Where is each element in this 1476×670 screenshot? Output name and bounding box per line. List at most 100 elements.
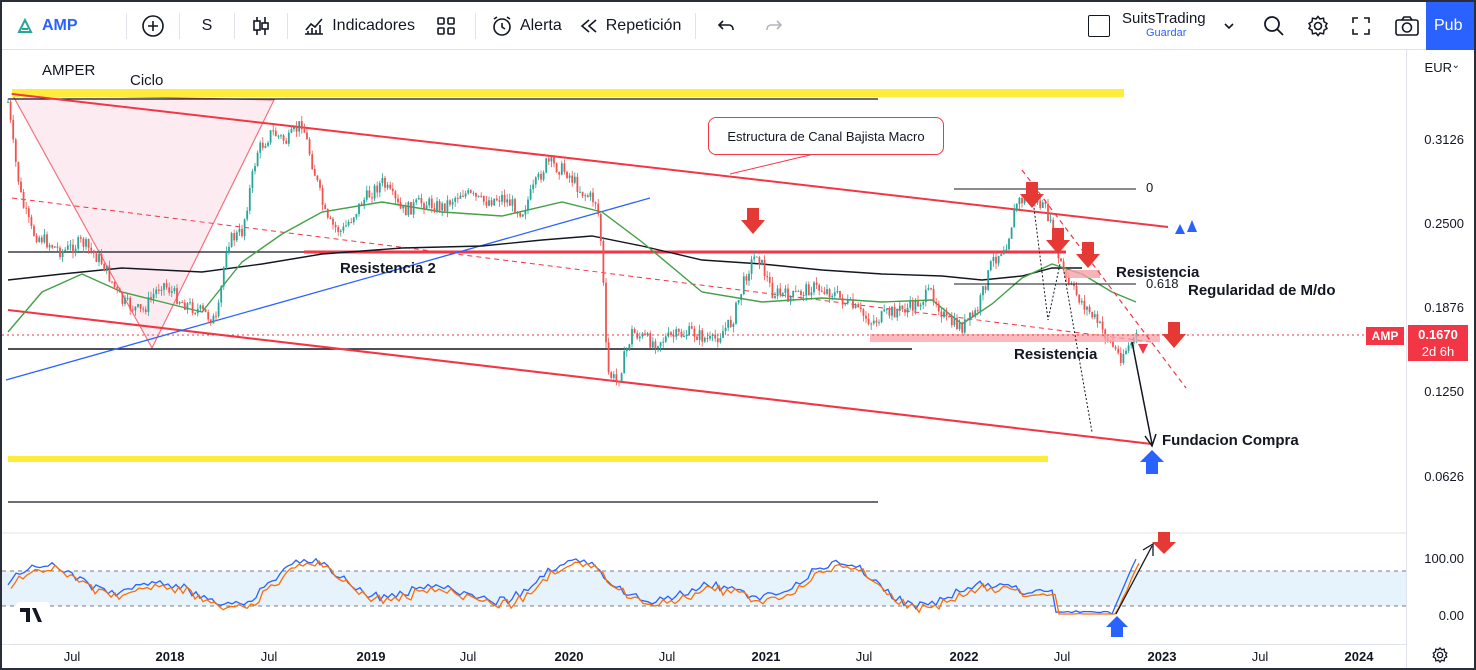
candle-body [742, 276, 745, 295]
currency-selector[interactable]: EUR [1425, 60, 1452, 75]
chevron-down-icon [1224, 22, 1234, 29]
add-circle-icon [141, 14, 164, 37]
candle-body [599, 214, 602, 241]
candle-body [906, 307, 909, 313]
time-axis[interactable]: Jul 2018 Jul 2019 Jul 2020 Jul 2021 Jul … [2, 644, 1406, 668]
stoch-arrow-head [1142, 542, 1154, 556]
candle-body [111, 281, 113, 283]
candle-body [1067, 276, 1070, 284]
candle-body [1018, 197, 1021, 204]
candle-body [264, 145, 267, 148]
candle-body [72, 244, 74, 254]
last-price-tag: 0.1670 2d 6h [1408, 325, 1468, 361]
candle-body [1125, 350, 1127, 354]
candle-body [477, 195, 480, 197]
candle-body [885, 309, 888, 311]
candle-body [246, 210, 249, 220]
time-tick: 2020 [554, 649, 584, 664]
candle-body [168, 287, 171, 293]
candle-body [826, 289, 828, 294]
candle-body [1013, 209, 1016, 228]
candle-body [472, 192, 475, 194]
compare-button[interactable] [133, 2, 173, 50]
candle-body [547, 158, 550, 162]
chart-type-button[interactable] [241, 2, 281, 50]
layout-menu-button[interactable]: SuitsTrading Guardar [1114, 2, 1214, 50]
interval-button[interactable]: S [186, 2, 229, 50]
candle-body [893, 306, 896, 318]
candle-body [20, 181, 22, 193]
candle-body [568, 175, 571, 178]
candle-body [423, 203, 425, 209]
redo-button[interactable] [750, 2, 798, 50]
candle-body [407, 202, 410, 216]
candle-body [59, 247, 61, 258]
save-label: Guardar [1146, 27, 1187, 39]
candle-body [48, 245, 51, 248]
candle-body [995, 257, 997, 264]
price-chart[interactable] [2, 50, 1406, 668]
candle-body [371, 197, 373, 199]
candle-body [142, 308, 145, 310]
candle-body [917, 300, 919, 307]
candle-body [584, 195, 587, 197]
candle-body [202, 305, 204, 310]
candle-body [802, 295, 805, 297]
currency-chevron-icon: ⌄ [1451, 60, 1460, 71]
candle-body [150, 297, 152, 299]
candle-body [922, 302, 925, 305]
candle-body [363, 199, 366, 206]
candle-body [555, 163, 558, 173]
candle-body [261, 142, 264, 148]
templates-button[interactable] [423, 2, 469, 50]
candle-body [573, 176, 576, 183]
candle-body [758, 257, 761, 265]
candle-body [865, 315, 867, 319]
settings-button[interactable] [1298, 2, 1338, 50]
candle-body [116, 287, 119, 289]
candle-body [35, 235, 38, 242]
layout-checkbox[interactable] [1080, 2, 1118, 50]
alert-button[interactable]: Alerta [482, 2, 570, 50]
indicators-button[interactable]: Indicadores [294, 2, 423, 50]
countdown-value: 2d 6h [1421, 344, 1455, 359]
fullscreen-button[interactable] [1342, 2, 1380, 50]
replay-button[interactable]: Repetición [570, 2, 690, 50]
symbol-search-button[interactable]: AMP [2, 2, 86, 50]
candle-body [709, 335, 711, 339]
dotted-projection-b [1063, 271, 1093, 433]
candle-body [810, 292, 813, 296]
candle-body [189, 302, 191, 304]
candle-body [152, 294, 155, 299]
channel-callout[interactable]: Estructura de Canal Bajista Macro [708, 117, 944, 155]
indicators-label: Indicadores [332, 16, 415, 34]
account-name: SuitsTrading [1122, 10, 1206, 27]
time-tick: Jul [658, 649, 676, 664]
candle-body [428, 198, 431, 206]
search-button[interactable] [1254, 2, 1294, 50]
layout-dropdown-button[interactable] [1214, 2, 1244, 50]
candle-body [462, 195, 464, 197]
candle-body [17, 162, 20, 182]
candle-body [56, 246, 59, 248]
candle-body [100, 254, 103, 264]
candle-body [495, 198, 498, 201]
snapshot-button[interactable] [1386, 2, 1428, 50]
time-tick: 2021 [751, 649, 781, 664]
price-tick: 0.2500 [1424, 216, 1464, 231]
price-tick: 0.3126 [1424, 132, 1464, 147]
candle-body [956, 317, 958, 330]
candle-body [979, 295, 982, 312]
chart-pane[interactable]: AMPER Ciclo Resistencia 2 Resistencia Re… [2, 50, 1406, 668]
candle-body [558, 172, 561, 175]
gear-icon[interactable] [1431, 646, 1449, 669]
candle-body [961, 322, 964, 333]
undo-button[interactable] [702, 2, 750, 50]
publish-button[interactable]: Pub [1426, 2, 1474, 50]
candle-body [316, 175, 319, 181]
candle-body [540, 173, 542, 180]
candle-body [628, 344, 631, 349]
candle-body [287, 132, 290, 144]
candle-body [345, 225, 347, 227]
candle-body [469, 190, 472, 193]
